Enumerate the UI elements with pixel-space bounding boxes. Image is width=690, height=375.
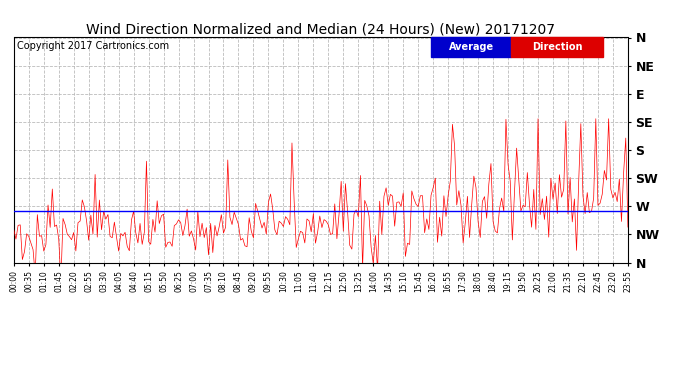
Text: Copyright 2017 Cartronics.com: Copyright 2017 Cartronics.com xyxy=(17,41,169,51)
Text: Direction: Direction xyxy=(532,42,582,52)
Text: Average: Average xyxy=(448,42,494,52)
FancyBboxPatch shape xyxy=(431,38,511,57)
FancyBboxPatch shape xyxy=(511,38,603,57)
Title: Wind Direction Normalized and Median (24 Hours) (New) 20171207: Wind Direction Normalized and Median (24… xyxy=(86,22,555,36)
